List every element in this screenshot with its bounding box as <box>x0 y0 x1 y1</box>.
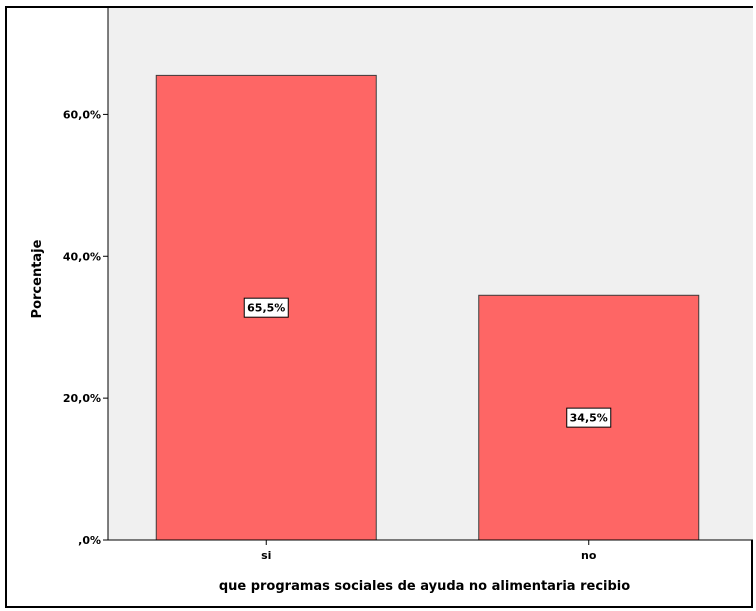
data-label-box <box>566 407 612 428</box>
data-label: 34,5% <box>570 412 608 425</box>
y-tick-label: 20,0% <box>63 392 101 405</box>
data-label-box <box>243 297 289 318</box>
x-axis-title: que programas sociales de ayuda no alime… <box>219 579 630 594</box>
data-label: 65,5% <box>247 302 285 315</box>
y-axis-title: Porcentaje <box>30 239 45 318</box>
x-tick-label: si <box>261 549 271 562</box>
y-tick-label: 60,0% <box>63 108 101 121</box>
y-tick-label: 40,0% <box>63 250 101 263</box>
y-tick-label: ,0% <box>78 534 101 547</box>
x-tick-label: no <box>581 549 597 562</box>
